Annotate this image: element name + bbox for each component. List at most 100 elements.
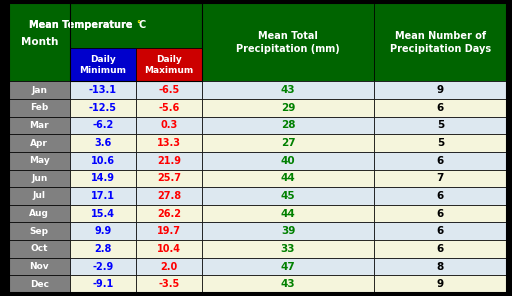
Text: Sep: Sep bbox=[30, 227, 49, 236]
Bar bbox=[136, 275, 202, 293]
Bar bbox=[70, 205, 136, 223]
Bar bbox=[374, 117, 507, 134]
Bar bbox=[374, 99, 507, 117]
Text: Aug: Aug bbox=[29, 209, 49, 218]
Bar bbox=[70, 99, 136, 117]
Bar bbox=[374, 81, 507, 99]
Text: 10.6: 10.6 bbox=[91, 156, 115, 166]
Bar bbox=[136, 81, 202, 99]
Bar bbox=[9, 3, 70, 81]
Bar bbox=[374, 205, 507, 223]
Bar bbox=[202, 117, 374, 134]
Text: 9: 9 bbox=[437, 85, 444, 95]
Text: 6: 6 bbox=[437, 209, 444, 219]
Text: C: C bbox=[138, 20, 145, 30]
Text: 9.9: 9.9 bbox=[94, 226, 111, 236]
Bar bbox=[70, 117, 136, 134]
Bar bbox=[374, 258, 507, 275]
Bar bbox=[70, 81, 136, 99]
Bar bbox=[9, 117, 70, 134]
Bar bbox=[374, 134, 507, 152]
Text: Month: Month bbox=[20, 37, 58, 47]
Text: -5.6: -5.6 bbox=[158, 103, 180, 113]
Bar bbox=[136, 205, 202, 223]
Text: 9: 9 bbox=[437, 279, 444, 289]
Bar bbox=[136, 99, 202, 117]
Text: Jan: Jan bbox=[31, 86, 47, 95]
Text: Jun: Jun bbox=[31, 174, 48, 183]
Bar bbox=[136, 187, 202, 205]
Text: °: ° bbox=[136, 21, 140, 30]
Text: 7: 7 bbox=[437, 173, 444, 183]
Text: 5: 5 bbox=[437, 138, 444, 148]
Bar bbox=[70, 3, 202, 81]
Text: Feb: Feb bbox=[30, 103, 48, 112]
Bar bbox=[202, 275, 374, 293]
Text: Daily
Minimum: Daily Minimum bbox=[79, 54, 126, 75]
Bar bbox=[136, 117, 202, 134]
Bar bbox=[202, 170, 374, 187]
Bar bbox=[9, 99, 70, 117]
Bar bbox=[9, 81, 70, 99]
Bar bbox=[202, 205, 374, 223]
Text: 5: 5 bbox=[437, 120, 444, 131]
Bar bbox=[202, 3, 374, 81]
Bar bbox=[202, 152, 374, 170]
Text: Mean Total
Precipitation (mm): Mean Total Precipitation (mm) bbox=[236, 30, 340, 54]
Text: 6: 6 bbox=[437, 244, 444, 254]
Bar bbox=[70, 187, 136, 205]
Text: 3.6: 3.6 bbox=[94, 138, 111, 148]
Text: 47: 47 bbox=[281, 262, 295, 271]
Text: -9.1: -9.1 bbox=[92, 279, 113, 289]
Bar bbox=[70, 152, 136, 170]
Text: 43: 43 bbox=[281, 279, 295, 289]
Bar bbox=[9, 275, 70, 293]
Text: 43: 43 bbox=[281, 85, 295, 95]
Text: 10.4: 10.4 bbox=[157, 244, 181, 254]
Text: 6: 6 bbox=[437, 156, 444, 166]
Text: May: May bbox=[29, 156, 50, 165]
Bar bbox=[374, 187, 507, 205]
Text: -2.9: -2.9 bbox=[92, 262, 113, 271]
Bar bbox=[136, 134, 202, 152]
Text: -6.5: -6.5 bbox=[158, 85, 180, 95]
Bar bbox=[136, 48, 202, 81]
Text: 2.0: 2.0 bbox=[160, 262, 178, 271]
Bar bbox=[70, 223, 136, 240]
Bar bbox=[202, 134, 374, 152]
Text: 15.4: 15.4 bbox=[91, 209, 115, 219]
Bar bbox=[136, 240, 202, 258]
Bar bbox=[202, 223, 374, 240]
Bar bbox=[374, 3, 507, 81]
Bar bbox=[9, 223, 70, 240]
Text: 45: 45 bbox=[281, 191, 295, 201]
Bar bbox=[374, 152, 507, 170]
Text: 27: 27 bbox=[281, 138, 295, 148]
Text: 44: 44 bbox=[281, 173, 295, 183]
Text: 13.3: 13.3 bbox=[157, 138, 181, 148]
Text: Dec: Dec bbox=[30, 280, 49, 289]
Bar bbox=[374, 240, 507, 258]
Bar bbox=[374, 170, 507, 187]
Text: 40: 40 bbox=[281, 156, 295, 166]
Text: Nov: Nov bbox=[29, 262, 49, 271]
Bar bbox=[9, 134, 70, 152]
Text: 25.7: 25.7 bbox=[157, 173, 181, 183]
Text: Mar: Mar bbox=[29, 121, 49, 130]
Text: 0.3: 0.3 bbox=[160, 120, 178, 131]
Bar bbox=[9, 205, 70, 223]
Text: Oct: Oct bbox=[30, 244, 48, 253]
Bar bbox=[202, 187, 374, 205]
Bar bbox=[374, 223, 507, 240]
Text: 2.8: 2.8 bbox=[94, 244, 112, 254]
Text: 28: 28 bbox=[281, 120, 295, 131]
Text: -6.2: -6.2 bbox=[92, 120, 113, 131]
Bar bbox=[9, 258, 70, 275]
Bar bbox=[136, 170, 202, 187]
Text: 21.9: 21.9 bbox=[157, 156, 181, 166]
Bar bbox=[70, 275, 136, 293]
Bar bbox=[136, 258, 202, 275]
Bar bbox=[136, 223, 202, 240]
Text: 29: 29 bbox=[281, 103, 295, 113]
Text: 44: 44 bbox=[281, 209, 295, 219]
